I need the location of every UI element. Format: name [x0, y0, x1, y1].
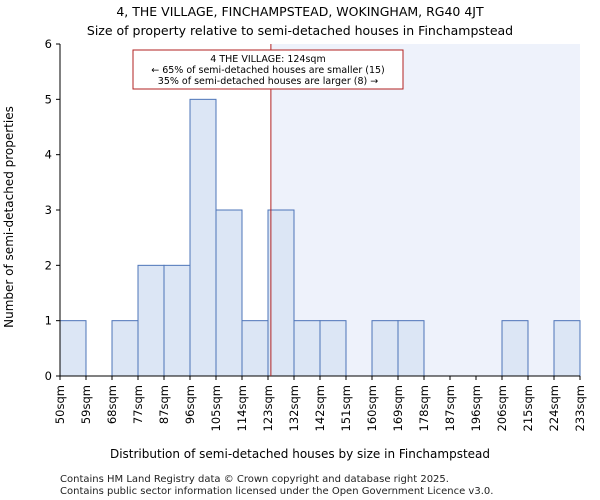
y-axis-title: Number of semi-detached properties [2, 106, 16, 328]
annotation-line-3: 35% of semi-detached houses are larger (… [158, 76, 378, 87]
annotation-line-1: 4 THE VILLAGE: 124sqm [210, 54, 325, 65]
bar-87sqm [163, 264, 191, 377]
bar-50sqm [59, 320, 87, 377]
bar-142sqm [319, 320, 347, 377]
y-tick-label-1: 1 [45, 314, 52, 328]
bar-123sqm [267, 209, 295, 377]
bar-224sqm [553, 320, 581, 377]
bar-206sqm [501, 320, 529, 377]
x-tick-label-206sqm: 206sqm [495, 385, 509, 431]
x-tick-label-215sqm: 215sqm [521, 385, 535, 431]
x-tick-label-169sqm: 169sqm [391, 385, 405, 431]
x-tick-label-196sqm: 196sqm [469, 385, 483, 431]
annotation-box [132, 49, 404, 90]
y-tick-label-0: 0 [45, 369, 52, 383]
x-tick-label-114sqm: 114sqm [235, 385, 249, 431]
annotation-line-2: ← 65% of semi-detached houses are smalle… [151, 65, 385, 76]
x-tick-label-77sqm: 77sqm [131, 385, 145, 424]
bar-105sqm [215, 209, 243, 377]
x-tick-label-68sqm: 68sqm [105, 385, 119, 424]
y-tick-label-6: 6 [45, 37, 52, 51]
chart-title: 4, THE VILLAGE, FINCHAMPSTEAD, WOKINGHAM… [116, 4, 484, 19]
x-tick-label-132sqm: 132sqm [287, 385, 301, 431]
x-tick-label-233sqm: 233sqm [573, 385, 587, 431]
footer-line-2: Contains public sector information licen… [60, 486, 493, 497]
plot-area: 0 1 2 3 4 5 6 50sqm 59sqm 68sqm 77sqm 87sqm 96sqm 105… [45, 37, 587, 431]
x-tick-label-187sqm: 187sqm [443, 385, 457, 431]
y-tick-label-4: 4 [45, 148, 52, 162]
bar-68sqm [111, 320, 139, 377]
bar-132sqm [293, 320, 321, 377]
y-tick-label-3: 3 [45, 203, 52, 217]
x-tick-label-105sqm: 105sqm [209, 385, 223, 431]
x-tick-label-224sqm: 224sqm [547, 385, 561, 431]
y-tick-label-2: 2 [45, 258, 52, 272]
chart-subtitle: Size of property relative to semi-detach… [87, 23, 513, 38]
bar-96sqm [189, 98, 217, 377]
x-tick-label-59sqm: 59sqm [79, 385, 93, 424]
x-tick-label-151sqm: 151sqm [339, 385, 353, 431]
y-tick-label-5: 5 [45, 92, 52, 106]
bar-169sqm [397, 320, 425, 377]
bar-114sqm [241, 320, 269, 377]
x-tick-label-178sqm: 178sqm [417, 385, 431, 431]
x-tick-label-142sqm: 142sqm [313, 385, 327, 431]
bar-160sqm [371, 320, 399, 377]
x-axis-title: Distribution of semi-detached houses by … [110, 447, 490, 461]
x-tick-label-96sqm: 96sqm [183, 385, 197, 424]
x-tick-label-123sqm: 123sqm [261, 385, 275, 431]
footer-line-1: Contains HM Land Registry data © Crown c… [60, 474, 449, 485]
x-tick-label-160sqm: 160sqm [365, 385, 379, 431]
x-tick-label-87sqm: 87sqm [157, 385, 171, 424]
bar-77sqm [137, 264, 165, 377]
x-tick-label-50sqm: 50sqm [53, 385, 67, 424]
